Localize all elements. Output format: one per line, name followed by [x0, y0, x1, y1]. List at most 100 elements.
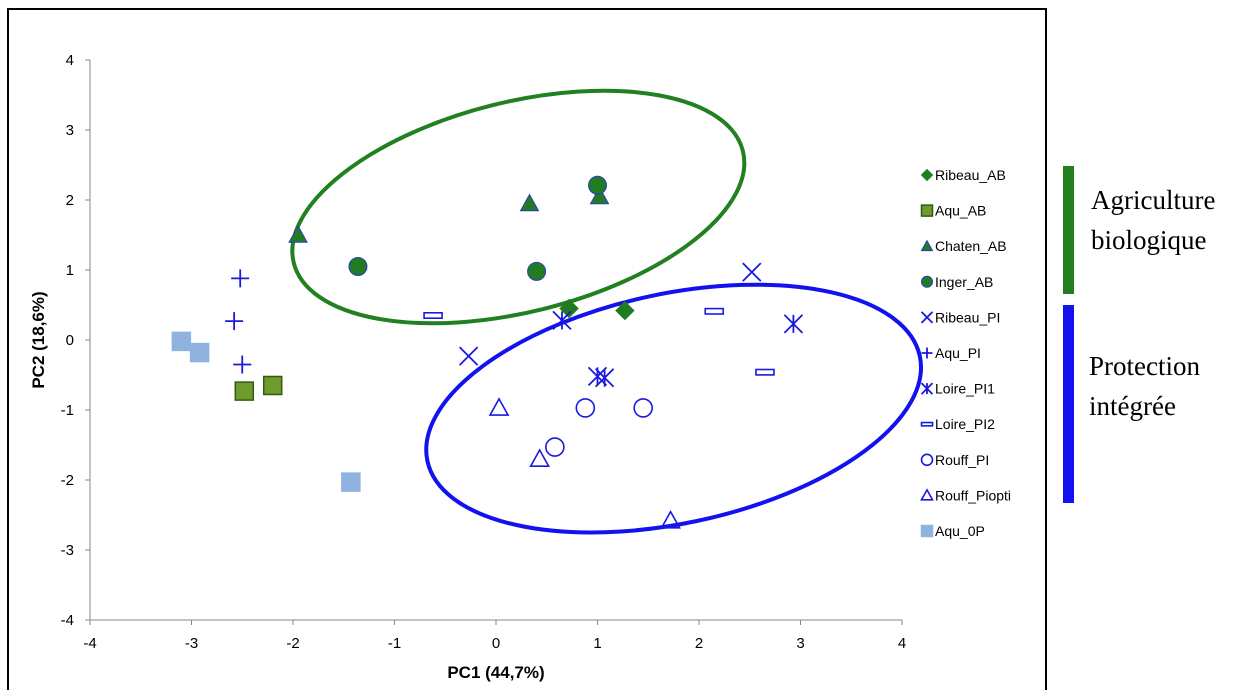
legend-marker-chaten-ab: [920, 239, 934, 252]
point-aqu-pi-shape: [225, 312, 244, 331]
x-tick-label: -1: [388, 635, 401, 652]
legend-marker-aqu-0p-shape: [920, 524, 934, 538]
point-loire-pi2-shape: [704, 307, 725, 315]
legend-label-rouff-piopti: Rouff_Piopti: [935, 487, 1011, 503]
point-aqu-0p: [341, 472, 361, 492]
legend-marker-aqu-pi-shape: [921, 347, 933, 359]
point-loire-pi2: [704, 307, 725, 315]
point-rouff-pi-shape: [633, 398, 653, 418]
x-tick-label: 0: [492, 635, 500, 652]
point-chaten-ab-shape: [288, 224, 308, 243]
point-inger-ab-shape: [588, 175, 607, 195]
point-aqu-pi: [233, 355, 252, 374]
point-aqu-0p-shape: [171, 331, 192, 352]
legend-marker-rouff-piopti-shape: [920, 488, 934, 501]
integrated-group-label-line1: Protection: [1089, 351, 1200, 381]
point-ribeau-ab-shape: [559, 298, 579, 319]
y-tick-label: 0: [66, 332, 74, 349]
point-aqu-ab-shape: [234, 381, 255, 401]
organic-group-label-line2: biologique: [1091, 225, 1207, 255]
point-chaten-ab: [519, 193, 540, 212]
point-rouff-piopti: [529, 448, 551, 468]
legend-label-ribeau-ab: Ribeau_AB: [935, 167, 1006, 183]
point-rouff-piopti-shape: [488, 397, 510, 416]
point-ribeau-ab: [559, 298, 579, 319]
point-rouff-piopti: [488, 397, 510, 416]
point-inger-ab-shape: [527, 261, 547, 281]
point-loire-pi1-shape: [594, 368, 615, 388]
point-aqu-0p-shape: [189, 342, 210, 363]
legend-marker-loire-pi2-shape: [920, 421, 934, 427]
point-ribeau-ab-shape: [615, 300, 635, 321]
y-tick-label: 1: [66, 262, 74, 279]
x-tick-label: -2: [286, 635, 299, 652]
point-loire-pi2-shape: [755, 368, 775, 376]
x-axis-title: PC1 (44,7%): [447, 663, 544, 682]
point-aqu-0p: [171, 331, 192, 352]
point-aqu-pi: [225, 312, 244, 331]
point-aqu-ab-shape: [262, 375, 283, 396]
x-tick-label: -3: [185, 635, 198, 652]
point-inger-ab: [348, 257, 368, 276]
point-inger-ab-shape: [348, 257, 368, 276]
point-ribeau-pi: [458, 346, 479, 366]
point-aqu-0p-shape: [341, 472, 361, 492]
legend-label-aqu-0p: Aqu_0P: [935, 523, 985, 539]
point-rouff-pi: [575, 398, 596, 418]
point-ribeau-pi-shape: [458, 346, 479, 366]
legend-marker-loire-pi1-shape: [920, 382, 934, 395]
legend-label-loire-pi2: Loire_PI2: [935, 416, 995, 432]
legend-marker-inger-ab: [921, 275, 933, 288]
point-aqu-pi-shape: [233, 355, 252, 374]
point-aqu-0p: [189, 342, 210, 363]
point-chaten-ab: [288, 224, 308, 243]
point-loire-pi1: [552, 310, 572, 331]
legend-marker-chaten-ab-shape: [920, 239, 934, 252]
point-aqu-pi: [231, 269, 250, 288]
point-rouff-piopti: [660, 509, 681, 529]
legend-marker-rouff-pi-shape: [920, 453, 934, 467]
x-tick-label: 1: [593, 635, 601, 652]
organic-group-label-line1: Agriculture: [1091, 185, 1216, 215]
legend-label-ribeau-pi: Ribeau_PI: [935, 309, 1000, 325]
x-tick-label: 3: [796, 635, 804, 652]
integrated-group-bar: [1063, 305, 1074, 503]
legend-label-loire-pi1: Loire_PI1: [935, 381, 995, 397]
legend-label-rouff-pi: Rouff_PI: [935, 452, 989, 468]
y-tick-label: 3: [66, 122, 74, 139]
point-loire-pi1-shape: [783, 314, 804, 334]
legend-marker-rouff-piopti: [920, 488, 934, 501]
legend-marker-ribeau-ab-shape: [920, 168, 934, 182]
legend-marker-rouff-pi: [920, 453, 934, 467]
point-loire-pi2: [423, 311, 443, 319]
point-ribeau-ab: [615, 300, 635, 321]
point-inger-ab: [588, 175, 607, 195]
y-tick-label: -3: [61, 542, 74, 559]
legend-marker-ribeau-ab: [920, 168, 934, 182]
organic-group-label: Agriculture biologique: [1091, 180, 1215, 260]
y-tick-label: -4: [61, 612, 74, 629]
legend-marker-loire-pi2: [920, 421, 934, 427]
point-chaten-ab-shape: [519, 193, 540, 212]
y-tick-label: 2: [66, 192, 74, 209]
point-rouff-pi: [545, 437, 565, 457]
point-aqu-ab: [234, 381, 255, 401]
pca-scatter-chart: -4 -3 -2 -1 0 1 2 3 4 4 3 2 1 0 -1 -2 -3 -4 PC1 (44,7%) PC2…: [29, 52, 1011, 682]
point-ribeau-pi: [742, 262, 762, 282]
point-loire-pi2: [755, 368, 775, 376]
y-tick-label: 4: [66, 52, 74, 69]
y-tick-label: -2: [61, 472, 74, 489]
point-rouff-piopti-shape: [529, 448, 551, 468]
point-inger-ab: [527, 261, 547, 281]
point-loire-pi1-shape: [552, 310, 572, 331]
x-tick-label: 4: [898, 635, 906, 652]
point-chaten-ab: [589, 186, 610, 205]
point-rouff-pi: [633, 398, 653, 418]
legend-marker-ribeau-pi: [920, 311, 934, 324]
legend-label-inger-ab: Inger_AB: [935, 274, 993, 290]
legend-marker-aqu-ab: [920, 204, 934, 217]
integrated-group-label-line2: intégrée: [1089, 391, 1176, 421]
legend-marker-loire-pi1: [920, 382, 934, 395]
point-loire-pi1: [594, 368, 615, 388]
point-loire-pi1: [783, 314, 804, 334]
